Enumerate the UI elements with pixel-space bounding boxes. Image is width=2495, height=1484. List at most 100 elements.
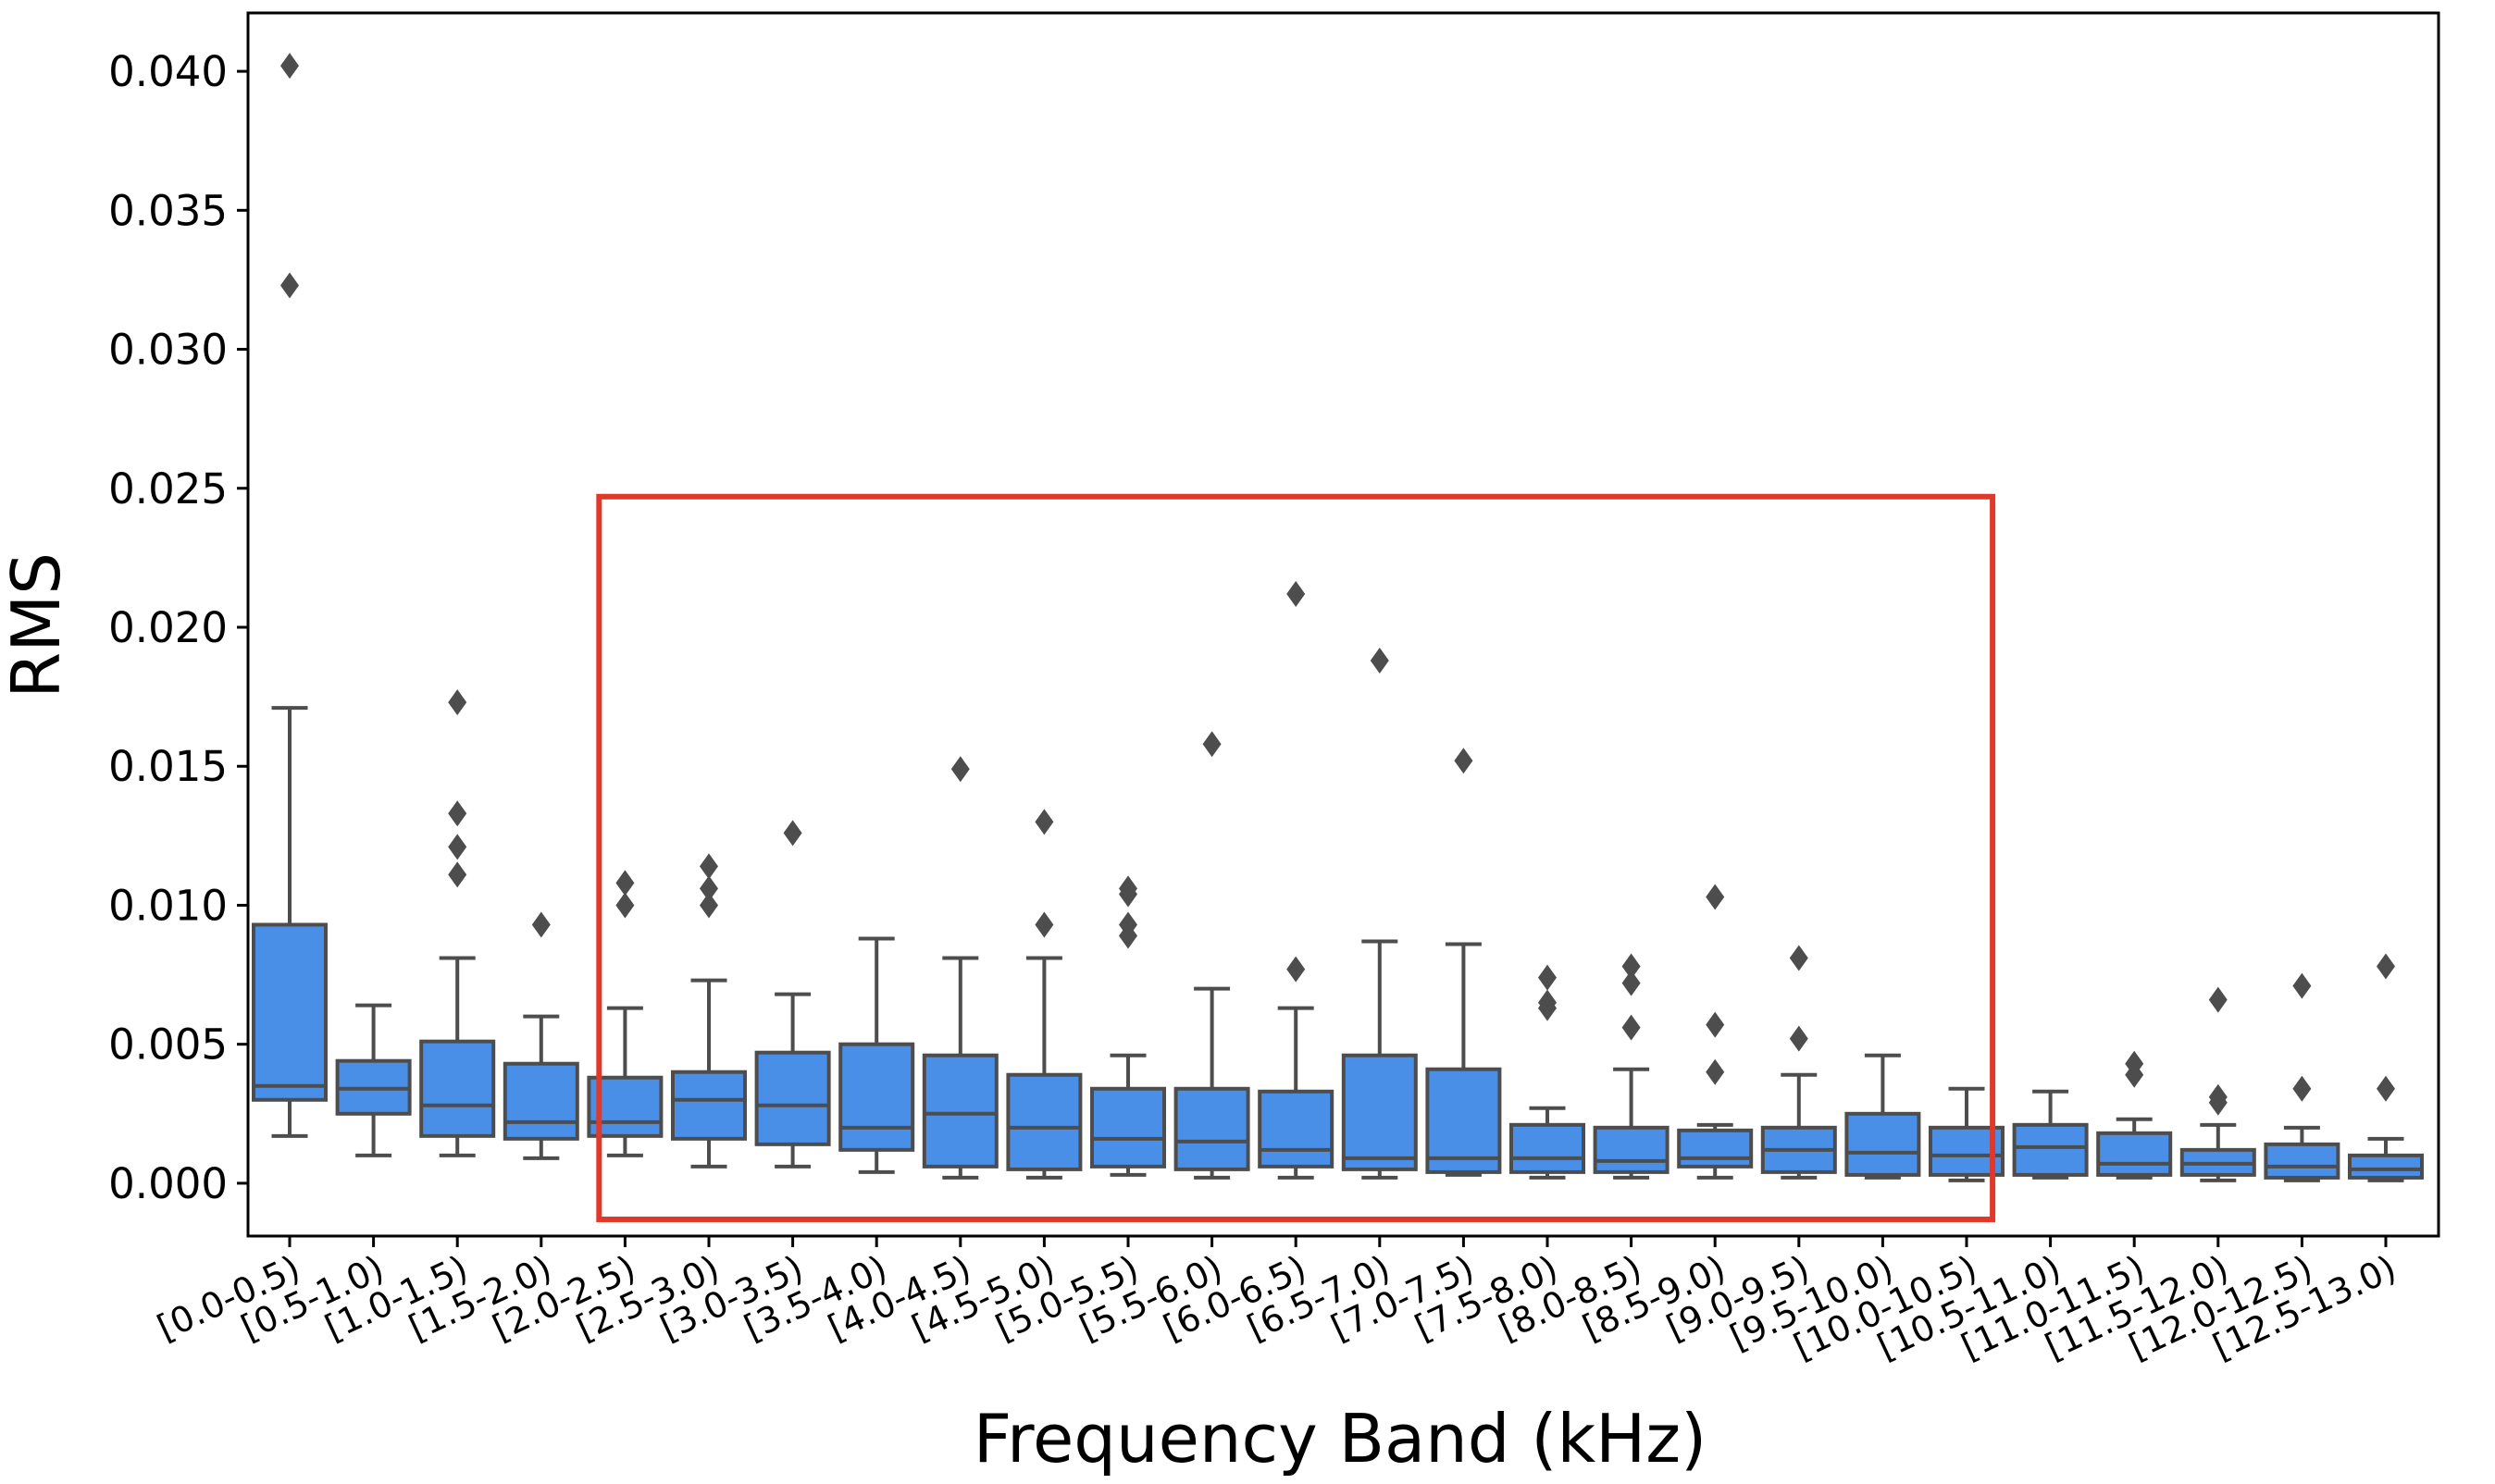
outlier-marker [448,689,467,716]
iqr-box [671,1070,747,1141]
y-tick-label: 0.035 [108,186,228,235]
outlier-marker [1621,953,1641,980]
box-[1.0-1.5) [419,689,496,1157]
outlier-marker [448,834,467,860]
outlier-marker [2208,986,2228,1013]
outlier-marker [700,853,718,880]
iqr-box [1006,1072,1083,1171]
plot-area [246,11,2440,1238]
y-tick-label: 0.040 [108,47,228,96]
iqr-box [2012,1122,2089,1177]
outlier-marker [950,756,970,783]
box-[7.0-7.5) [1425,748,1502,1177]
iqr-box [2348,1153,2424,1180]
box-[11.0-11.5) [2096,1050,2173,1180]
box-[12.5-13.0) [2348,953,2424,1182]
outlier-marker [1538,995,1557,1021]
iqr-box [503,1061,579,1141]
box-[5.0-5.5) [1090,875,1166,1177]
box-[8.5-9.0) [1677,884,1754,1180]
iqr-box [922,1053,999,1169]
iqr-box [1509,1122,1585,1174]
outlier-marker [2377,1075,2395,1102]
y-tick-label: 0.020 [108,603,228,652]
outlier-marker [615,870,635,897]
box-[9.0-9.5) [1760,945,1837,1180]
box-[7.5-8.0) [1509,964,1585,1180]
outlier-marker [1202,731,1222,758]
outlier-marker [2125,1061,2144,1088]
box-[9.5-10.0) [1844,1053,1921,1180]
outlier-marker [1035,911,1054,938]
box-[6.5-7.0) [1341,648,1418,1180]
iqr-box [1258,1089,1334,1169]
box-[4.5-5.0) [1006,809,1083,1180]
outlier-marker [448,861,467,888]
outlier-marker [615,892,635,919]
outlier-marker [1286,956,1306,983]
iqr-box [754,1050,831,1146]
iqr-box [252,922,328,1102]
box-[11.5-12.0) [2179,986,2256,1182]
iqr-box [1341,1053,1418,1171]
iqr-box [1090,1086,1166,1169]
outlier-marker [1621,1014,1641,1041]
outlier-marker [1370,648,1389,674]
box-[0.5-1.0) [335,1003,412,1157]
box-[2.5-3.0) [671,853,747,1169]
box-[8.0-8.5) [1593,953,1670,1180]
iqr-box [2096,1131,2173,1177]
outlier-marker [1538,964,1557,991]
iqr-box [1173,1086,1250,1171]
iqr-box [1425,1067,1502,1174]
y-axis-title: RMS [0,552,75,699]
outlier-marker [1789,945,1808,971]
iqr-box [2264,1142,2340,1180]
outlier-marker [1789,1025,1808,1052]
outlier-marker [2292,1075,2312,1102]
outlier-marker [1286,580,1306,607]
box-[0.0-0.5) [252,53,328,1138]
plot-frame [246,11,2440,1238]
x-axis: [0.0-0.5)[0.5-1.0)[1.0-1.5)[1.5-2.0)[2.0… [151,1236,2402,1367]
y-tick-label: 0.000 [108,1159,228,1208]
outlier-marker [783,820,802,847]
iqr-box [1844,1111,1921,1177]
box-[1.5-2.0) [503,911,579,1160]
box-[3.5-4.0) [838,936,915,1174]
outlier-marker [280,53,299,80]
iqr-box [419,1039,496,1138]
box-[4.0-4.5) [922,756,999,1180]
outlier-marker [2292,972,2312,999]
outlier-marker [1454,748,1473,774]
outlier-marker [700,875,718,902]
y-tick-label: 0.010 [108,881,228,930]
box-[5.5-6.0) [1173,731,1250,1180]
y-tick-label: 0.015 [108,742,228,791]
outlier-marker [1035,809,1054,835]
outlier-marker [2208,1089,2228,1116]
box-[3.0-3.5) [754,820,831,1169]
y-axis: 0.000 0.005 0.010 0.015 0.020 0.025 0.030 0.035… [108,47,248,1208]
outlier-marker [448,800,467,827]
y-tick-label: 0.030 [108,326,228,375]
iqr-box [838,1042,915,1152]
outlier-marker [1621,970,1641,996]
y-tick-label: 0.025 [108,464,228,513]
outlier-marker [1706,884,1725,910]
highlight-rectangle [596,493,1996,1222]
iqr-box [1593,1125,1670,1174]
outlier-marker [531,911,551,938]
outlier-marker [1119,881,1137,908]
box-[10.5-11.0) [2012,1089,2089,1180]
box-[12.0-12.5) [2264,972,2340,1182]
y-tick-label: 0.005 [108,1020,228,1070]
outlier-marker [2377,953,2395,980]
outlier-marker [700,892,718,919]
x-axis-title: Frequency Band (kHz) [974,1400,1707,1478]
box-[6.0-6.5) [1258,580,1334,1180]
outlier-marker [1706,1011,1725,1038]
iqr-box [1677,1128,1754,1169]
outlier-marker [1706,1058,1725,1085]
